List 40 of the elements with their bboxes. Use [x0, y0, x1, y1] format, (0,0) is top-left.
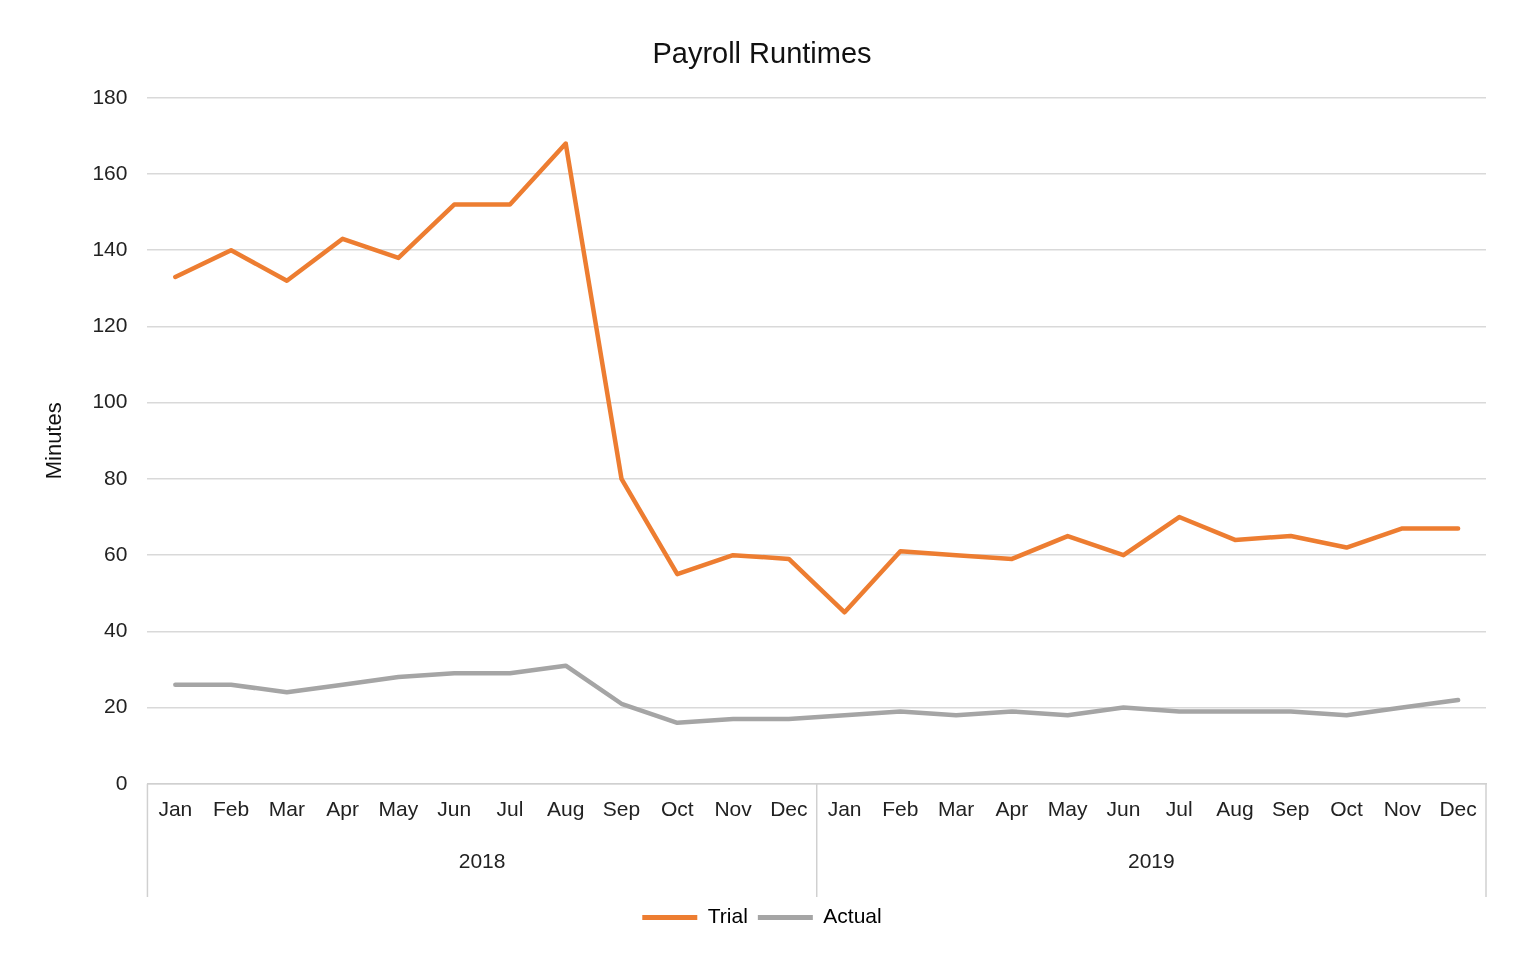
- x-tick-label: Jun: [437, 797, 472, 821]
- legend-label: Trial: [707, 904, 748, 928]
- x-tick-label: Oct: [1330, 797, 1364, 821]
- x-tick-label: Jan: [158, 797, 193, 821]
- x-tick-label: May: [1047, 797, 1089, 821]
- x-tick-label: Dec: [770, 797, 808, 821]
- chart-title: Payroll Runtimes: [652, 37, 872, 70]
- x-tick-label: Aug: [547, 797, 585, 821]
- text: 2018: [458, 848, 506, 872]
- y-tick-label: 160: [92, 160, 128, 184]
- y-axis-title: Minutes: [41, 402, 67, 480]
- x-tick-label: Apr: [326, 797, 359, 821]
- x-tick-label: May: [378, 797, 419, 821]
- x-tick-label: Feb: [882, 797, 919, 821]
- x-tick-label: Mar: [938, 797, 975, 821]
- x-tick-label: Nov: [1383, 797, 1422, 821]
- x-tick-label: Apr: [995, 797, 1029, 821]
- y-tick-label: 140: [92, 237, 128, 261]
- x-tick-label: Aug: [1216, 797, 1254, 821]
- y-tick-label: 20: [104, 694, 128, 718]
- text: 2019: [1128, 848, 1175, 872]
- y-tick-label: 100: [92, 389, 128, 413]
- x-tick-label: Nov: [714, 797, 753, 821]
- x-tick-label: Mar: [268, 797, 305, 821]
- y-tick-label: 40: [104, 618, 128, 642]
- legend-label: Actual: [823, 904, 882, 928]
- x-tick-label: Dec: [1439, 797, 1477, 821]
- y-tick-label: 80: [104, 465, 128, 489]
- x-tick-label: Sep: [602, 797, 641, 821]
- y-tick-label: 120: [92, 313, 128, 337]
- x-tick-label: Feb: [213, 797, 250, 821]
- x-tick-label: Oct: [660, 797, 694, 821]
- y-tick-label: 60: [104, 541, 128, 565]
- x-tick-label: Jun: [1106, 797, 1141, 821]
- x-tick-label: Jan: [827, 797, 862, 821]
- x-tick-label: Sep: [1272, 797, 1310, 821]
- x-tick-label: Jul: [1165, 797, 1193, 821]
- y-tick-label: 0: [115, 770, 128, 794]
- y-tick-label: 180: [92, 84, 128, 108]
- x-tick-label: Jul: [496, 797, 524, 821]
